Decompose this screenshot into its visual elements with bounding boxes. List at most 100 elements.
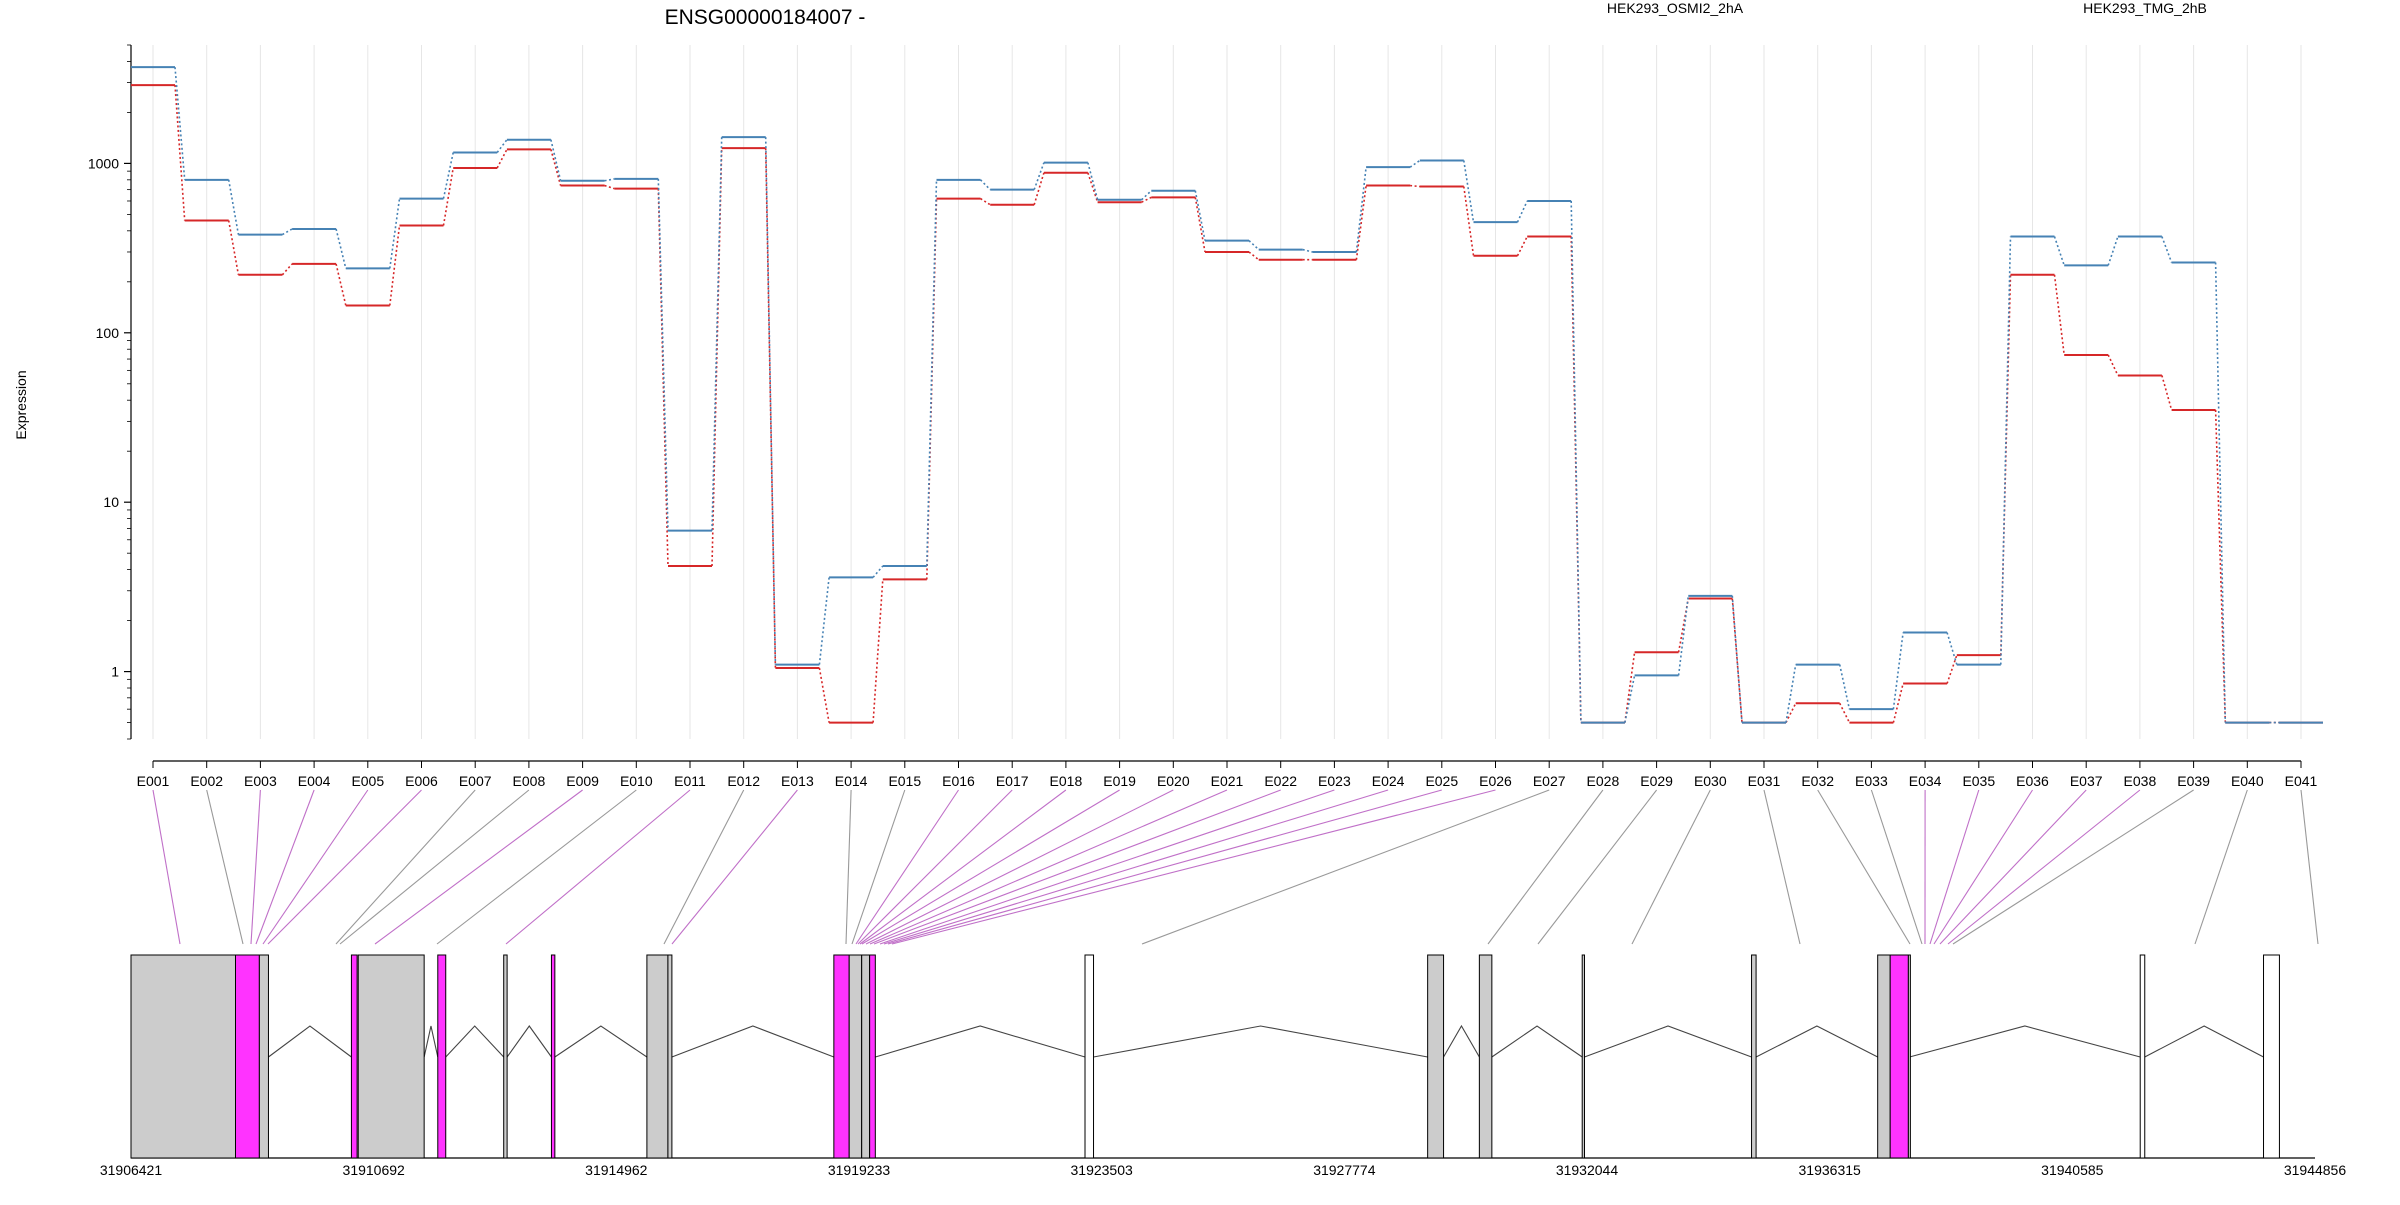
intron-line	[1756, 1026, 1878, 1057]
series-connector	[2001, 237, 2011, 665]
intron-line	[1584, 1026, 1751, 1057]
exon-box	[647, 955, 668, 1158]
genomic-tick-label: 31940585	[2041, 1162, 2104, 1178]
x-tick-label: E001	[137, 773, 170, 789]
exon-box	[2264, 955, 2280, 1158]
exon-box	[849, 955, 862, 1158]
x-tick-label: E003	[244, 773, 277, 789]
series-connector	[1625, 675, 1635, 722]
series-connector	[1088, 173, 1098, 202]
exon-box	[1428, 955, 1444, 1158]
series-connector	[712, 137, 722, 530]
series-connector	[551, 149, 561, 185]
x-tick-label: E035	[1962, 773, 1995, 789]
exon-connector	[856, 790, 959, 944]
x-tick-label: E020	[1157, 773, 1190, 789]
genomic-tick-label: 31923503	[1071, 1162, 1134, 1178]
exon-connector	[2301, 790, 2318, 944]
exon-connector	[263, 790, 368, 944]
exon-connector	[1940, 790, 2086, 944]
genomic-tick-label: 31944856	[2284, 1162, 2347, 1178]
exon-box	[1085, 955, 1094, 1158]
series-connector	[2162, 375, 2172, 410]
series-connector	[1249, 252, 1259, 260]
x-tick-label: E024	[1372, 773, 1405, 789]
series-connector	[1195, 191, 1205, 241]
exon-connector	[860, 790, 1066, 944]
x-tick-label: E037	[2070, 773, 2103, 789]
series-connector	[1195, 197, 1205, 252]
exon-box	[438, 955, 446, 1158]
exon-connector	[506, 790, 690, 944]
chart-title: ENSG00000184007 -	[665, 6, 866, 29]
genomic-tick-label: 31906421	[100, 1162, 163, 1178]
exon-connector	[888, 790, 1442, 944]
genomic-tick-label: 31927774	[1313, 1162, 1376, 1178]
x-tick-label: E019	[1103, 773, 1136, 789]
exon-connector	[153, 790, 180, 944]
series-connector	[1464, 187, 1474, 256]
x-tick-label: E030	[1694, 773, 1727, 789]
exon-box	[358, 955, 424, 1158]
x-tick-label: E022	[1264, 773, 1297, 789]
intron-line	[1094, 1026, 1428, 1057]
x-tick-label: E026	[1479, 773, 1512, 789]
exon-connector	[1764, 790, 1800, 944]
series-connector	[1518, 237, 1528, 256]
x-tick-label: E032	[1801, 773, 1834, 789]
series-connector	[1034, 173, 1044, 205]
exon-connector	[846, 790, 851, 944]
exon-connector	[1934, 790, 2033, 944]
x-tick-label: E036	[2016, 773, 2049, 789]
series-connector	[819, 668, 829, 723]
series-connector	[1410, 161, 1420, 168]
x-tick-label: E009	[566, 773, 599, 789]
series-connector	[1679, 596, 1689, 676]
exon-box	[1908, 955, 1910, 1158]
series-connector	[1732, 596, 1742, 723]
series-connector	[2108, 355, 2118, 376]
exon-box	[870, 955, 876, 1158]
legend-entry-osmi2: HEK293_OSMI2_2hA	[1607, 0, 1744, 16]
series-connector	[605, 186, 615, 189]
x-tick-label: E021	[1211, 773, 1244, 789]
exon-connector	[1538, 790, 1657, 944]
x-tick-label: E040	[2231, 773, 2264, 789]
exon-box	[1878, 955, 1891, 1158]
exon-connectors	[153, 790, 2318, 944]
x-tick-label: E041	[2285, 773, 2318, 789]
exon-box	[1752, 955, 1757, 1158]
y-tick-label: 1	[111, 664, 119, 680]
series-connector	[2055, 275, 2065, 355]
exon-connector	[1948, 790, 2140, 944]
intron-line	[268, 1026, 351, 1057]
series-connector	[873, 579, 883, 722]
series-connector	[1303, 250, 1313, 252]
exon-connector	[256, 790, 314, 944]
exon-connector	[2195, 790, 2247, 944]
exon-box	[1479, 955, 1492, 1158]
genomic-tick-label: 31936315	[1799, 1162, 1862, 1178]
exon-connector	[880, 790, 1334, 944]
genomic-tick-label: 31914962	[585, 1162, 648, 1178]
exon-connector	[268, 790, 422, 944]
series-connector	[873, 566, 883, 577]
exon-box	[668, 955, 672, 1158]
y-axis-label: Expression	[13, 370, 29, 439]
exon-box	[351, 955, 357, 1158]
x-tick-label: E016	[942, 773, 975, 789]
series-connector	[1034, 163, 1044, 190]
intron-line	[1492, 1026, 1582, 1057]
genomic-tick-label: 31919233	[828, 1162, 891, 1178]
x-tick-label: E015	[888, 773, 921, 789]
exon-connector	[852, 790, 905, 944]
intron-line	[875, 1026, 1085, 1057]
exon-connector	[884, 790, 1388, 944]
x-tick-label: E010	[620, 773, 653, 789]
series-connector	[2055, 237, 2065, 266]
x-tick-label: E011	[674, 773, 706, 789]
series-connector	[497, 149, 507, 168]
series-connector	[1518, 201, 1528, 222]
